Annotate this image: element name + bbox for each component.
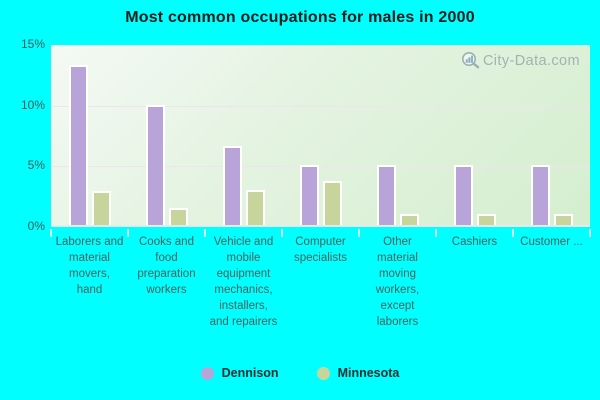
bar-dennison-5	[453, 165, 473, 225]
x-tick	[358, 229, 360, 237]
bar-dennison-2	[222, 145, 242, 225]
x-tick	[50, 229, 52, 237]
legend-label: Minnesota	[337, 366, 400, 380]
bar-group-6	[513, 45, 590, 225]
bar-minnesota-6	[553, 214, 573, 225]
bar-dennison-6	[530, 165, 550, 225]
bar-dennison-0	[68, 65, 88, 225]
legend-item-minnesota: Minnesota	[316, 366, 400, 380]
watermark-text: City-Data.com	[482, 52, 580, 69]
x-category-label-5: Cashiers	[451, 236, 498, 248]
legend-dot-dennison	[200, 366, 214, 380]
bar-dennison-1	[145, 105, 165, 225]
bar-group-1	[128, 45, 205, 225]
y-tick-label: 15%	[20, 37, 45, 51]
x-category-label-3: Computer specialists	[293, 236, 348, 264]
bar-group-4	[359, 45, 436, 225]
legend-label: Dennison	[221, 366, 279, 380]
gridline	[51, 166, 590, 168]
x-tick	[281, 229, 283, 237]
bar-minnesota-1	[168, 208, 188, 225]
bar-group-2	[205, 45, 282, 225]
magnifier-icon	[461, 52, 480, 69]
x-tick	[204, 229, 206, 237]
x-category-label-1: Cooks and food preparation workers	[137, 236, 196, 296]
x-axis-labels: Laborers and material movers, hand Cooks …	[51, 234, 590, 330]
x-category-label-2: Vehicle and mobile equipment mechanics, …	[209, 236, 278, 328]
x-category-label-6: Customer ...	[520, 236, 583, 248]
bar-minnesota-2	[245, 190, 265, 225]
legend-dot-minnesota	[316, 366, 330, 380]
bar-minnesota-5	[476, 214, 496, 225]
plot-area: City-Data.com	[51, 45, 590, 227]
bar-minnesota-0	[91, 191, 111, 225]
x-tick	[127, 229, 129, 237]
legend: Dennison Minnesota	[0, 366, 600, 380]
bar-minnesota-3	[322, 180, 342, 225]
x-tick	[589, 229, 591, 237]
bar-dennison-4	[376, 165, 396, 225]
bar-group-0	[51, 45, 128, 225]
gridline	[51, 105, 590, 107]
bar-group-5	[436, 45, 513, 225]
chart-title: Most common occupations for males in 200…	[125, 9, 475, 26]
legend-item-dennison: Dennison	[200, 366, 279, 380]
x-category-label-0: Laborers and material movers, hand	[55, 236, 124, 296]
y-tick-label: 5%	[27, 158, 45, 173]
y-tick-label: 10%	[20, 97, 45, 112]
bar-series	[51, 45, 590, 225]
bar-group-3	[282, 45, 359, 225]
bar-minnesota-4	[399, 214, 419, 225]
y-tick-label: 0%	[27, 219, 45, 233]
x-tick	[435, 229, 437, 237]
bar-dennison-3	[299, 165, 319, 225]
watermark: City-Data.com	[461, 51, 580, 70]
x-tick	[512, 229, 514, 237]
x-category-label-4: Other material moving workers, except la…	[375, 236, 420, 328]
